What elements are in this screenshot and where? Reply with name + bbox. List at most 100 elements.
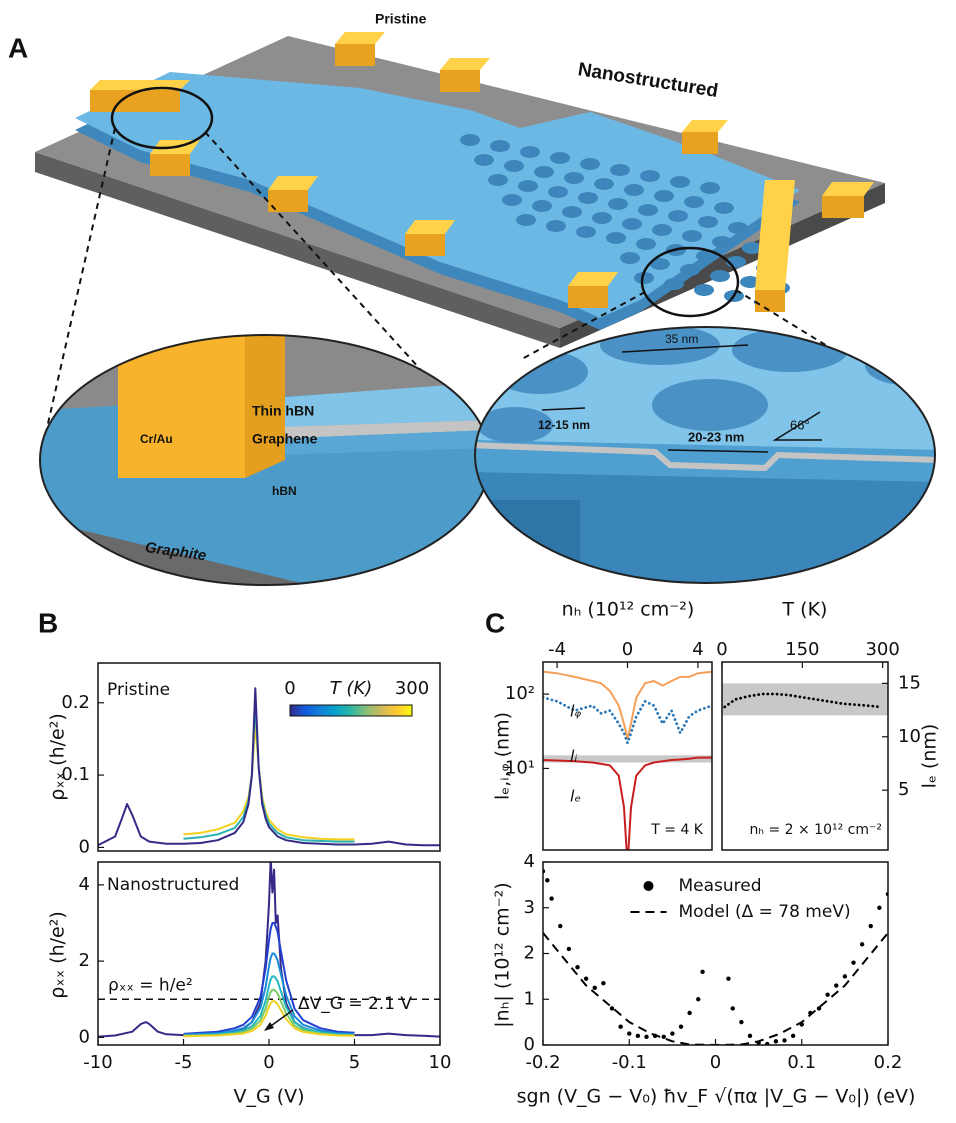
contact-top [568, 272, 618, 286]
x-axis-label: V_G (V) [233, 1086, 304, 1108]
data-point [609, 1006, 615, 1011]
label: hBN [272, 484, 297, 498]
hole [684, 196, 704, 208]
data-point [747, 1033, 753, 1039]
contact-top [335, 32, 385, 44]
contact-side [682, 132, 718, 154]
y-tick-label: 0.1 [61, 764, 90, 785]
annotation: T = 4 K [650, 822, 704, 838]
series-label: lᵢ [570, 747, 577, 766]
substrate-side [35, 152, 560, 348]
data-point [592, 985, 597, 991]
hbn-layer [475, 500, 580, 583]
hole [682, 230, 702, 242]
y-tick-label: 0 [79, 1026, 90, 1047]
plot-area [543, 670, 712, 850]
contact-top [755, 180, 795, 290]
hole [502, 194, 522, 206]
y-tick-label: 2 [524, 943, 535, 964]
data-point [558, 923, 563, 929]
data-point [566, 946, 572, 952]
data-point [834, 983, 839, 988]
y-tick-label: 2 [79, 950, 90, 971]
y-tick-label: 0 [524, 1034, 535, 1055]
hole [488, 174, 508, 186]
data-point [790, 1033, 796, 1039]
data-point [670, 1031, 675, 1036]
annotation: Pristine [107, 680, 170, 700]
label: Nanostructured [576, 59, 719, 102]
contact-side [822, 196, 864, 218]
data-point [601, 981, 606, 986]
data-point [825, 992, 830, 997]
zoom-line [41, 127, 116, 451]
x-tick-label: 0 [716, 639, 727, 660]
hole [640, 170, 660, 182]
thin-hbn-layer [245, 382, 490, 428]
y-tick-label: 5 [898, 779, 909, 800]
legend-symbol [643, 881, 654, 891]
y-tick-label: 0 [79, 836, 90, 857]
x-tick-label: 4 [692, 639, 703, 660]
label: 12-15 nm [538, 418, 590, 432]
y-tick-label: 3 [524, 897, 535, 918]
angle-marker [772, 411, 822, 441]
series-line [543, 670, 712, 740]
data-point [730, 1006, 735, 1011]
hole [652, 379, 768, 431]
x-tick-label: 0 [263, 1052, 274, 1073]
contact-top [682, 120, 728, 132]
hole [490, 140, 510, 152]
contact-side [90, 90, 180, 112]
label: Graphene [252, 431, 318, 447]
hole [638, 204, 658, 216]
zoom-right [475, 327, 935, 583]
hole [620, 252, 640, 264]
hole [680, 264, 700, 276]
data-point [627, 1031, 632, 1036]
annotation: nₕ = 2 × 10¹² cm⁻² [749, 822, 882, 838]
contact-side [245, 335, 285, 478]
hole [624, 184, 644, 196]
hole [608, 198, 628, 210]
data-point [868, 923, 873, 929]
hole [592, 212, 612, 224]
y-axis-label: lₑ (nm) [919, 724, 941, 789]
graphene-layer [475, 442, 935, 472]
hole [650, 258, 670, 270]
contact-side [335, 44, 375, 66]
zoom-marker [110, 86, 214, 150]
plot-area [98, 862, 440, 1038]
y-tick-label: 4 [79, 874, 90, 895]
hole [694, 284, 714, 296]
band [543, 755, 712, 763]
x-tick-label: -4 [548, 639, 566, 660]
hole [740, 276, 760, 288]
plot-area [543, 868, 888, 1045]
series-line [98, 687, 440, 847]
plot-area [722, 683, 888, 716]
plot-frame [97, 662, 441, 852]
x-tick-label: -0.2 [525, 1052, 560, 1073]
contact-side [755, 290, 785, 312]
hole [477, 407, 553, 443]
x-axis-label: sgn (V_G − V₀) ħv_F √(πα |V_G − V₀|) (eV… [517, 1086, 916, 1108]
hole [516, 214, 536, 226]
label: Cr/Au [140, 432, 173, 446]
data-point [545, 878, 550, 883]
legend-label: Measured [679, 876, 762, 896]
contact-side [440, 70, 480, 92]
data-point [583, 976, 589, 981]
y-tick-label: 1 [524, 988, 535, 1009]
series-label: lₑ [570, 787, 581, 806]
label: 20-23 nm [688, 429, 744, 444]
series-line [183, 701, 355, 843]
contact-top [822, 182, 874, 196]
series-line [543, 696, 712, 745]
contact-side [568, 286, 608, 308]
band [722, 683, 888, 716]
plot-frame [721, 661, 889, 851]
hole [742, 242, 762, 254]
x-tick-label: 10 [429, 1052, 452, 1073]
hole [698, 216, 718, 228]
